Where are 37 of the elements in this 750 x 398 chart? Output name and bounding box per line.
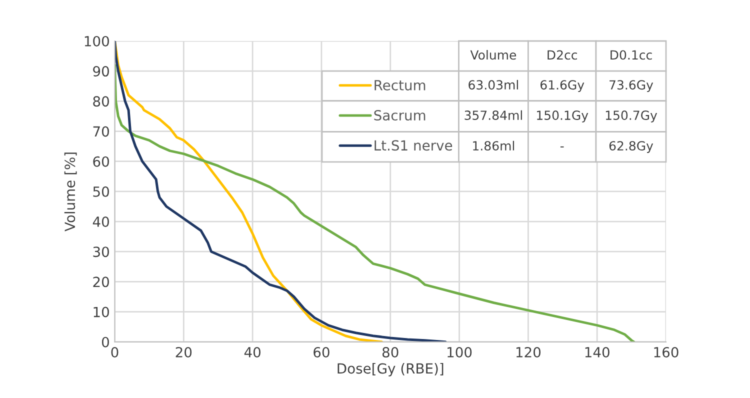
annotation: 1.86ml: [473, 140, 514, 151]
y-tick-label: 70: [93, 126, 109, 137]
annotation: D0.1cc: [610, 50, 652, 60]
x-tick-label: 140: [585, 346, 610, 358]
x-tick-label: 20: [176, 346, 192, 358]
annotation: D2cc: [548, 50, 577, 60]
annotation: 357.84ml: [464, 110, 522, 120]
y-tick-label: 30: [93, 246, 109, 258]
y-tick-label: 20: [93, 276, 109, 288]
x-tick-label: 160: [654, 346, 678, 358]
x-tick-label: 80: [382, 346, 398, 358]
y-axis-title: Volume [%]: [64, 152, 77, 232]
y-tick-label: 60: [93, 156, 109, 167]
y-tick-label: 90: [93, 66, 109, 77]
annotation: 150.1Gy: [537, 110, 588, 122]
annotation: 62.8Gy: [609, 141, 654, 153]
annotation: -: [560, 146, 564, 148]
x-axis-title: Dose[Gy (RBE)]: [338, 362, 444, 376]
annotation: 73.6Gy: [610, 80, 654, 92]
y-tick-label: 50: [93, 186, 109, 197]
annotation: 150.7Gy: [606, 110, 658, 122]
legend-label: Sacrum: [374, 110, 426, 121]
annotation: Volume: [470, 50, 516, 60]
y-tick-label: 40: [92, 216, 109, 227]
y-tick-label: 10: [94, 306, 109, 318]
x-tick-label: 0: [111, 346, 118, 358]
x-tick-label: 100: [448, 346, 472, 358]
x-tick-label: 40: [244, 346, 260, 358]
annotation: 63.03ml: [468, 80, 518, 90]
x-tick-label: 60: [314, 346, 330, 358]
x-tick-label: 120: [516, 346, 541, 358]
y-tick-label: 80: [93, 96, 109, 107]
annotation: 61.6Gy: [540, 80, 584, 92]
legend-label: Lt.S1 nerve: [374, 140, 452, 151]
legend-label: Rectum: [374, 80, 426, 90]
y-tick-label: 100: [84, 36, 109, 46]
y-tick-label: 0: [102, 336, 109, 348]
